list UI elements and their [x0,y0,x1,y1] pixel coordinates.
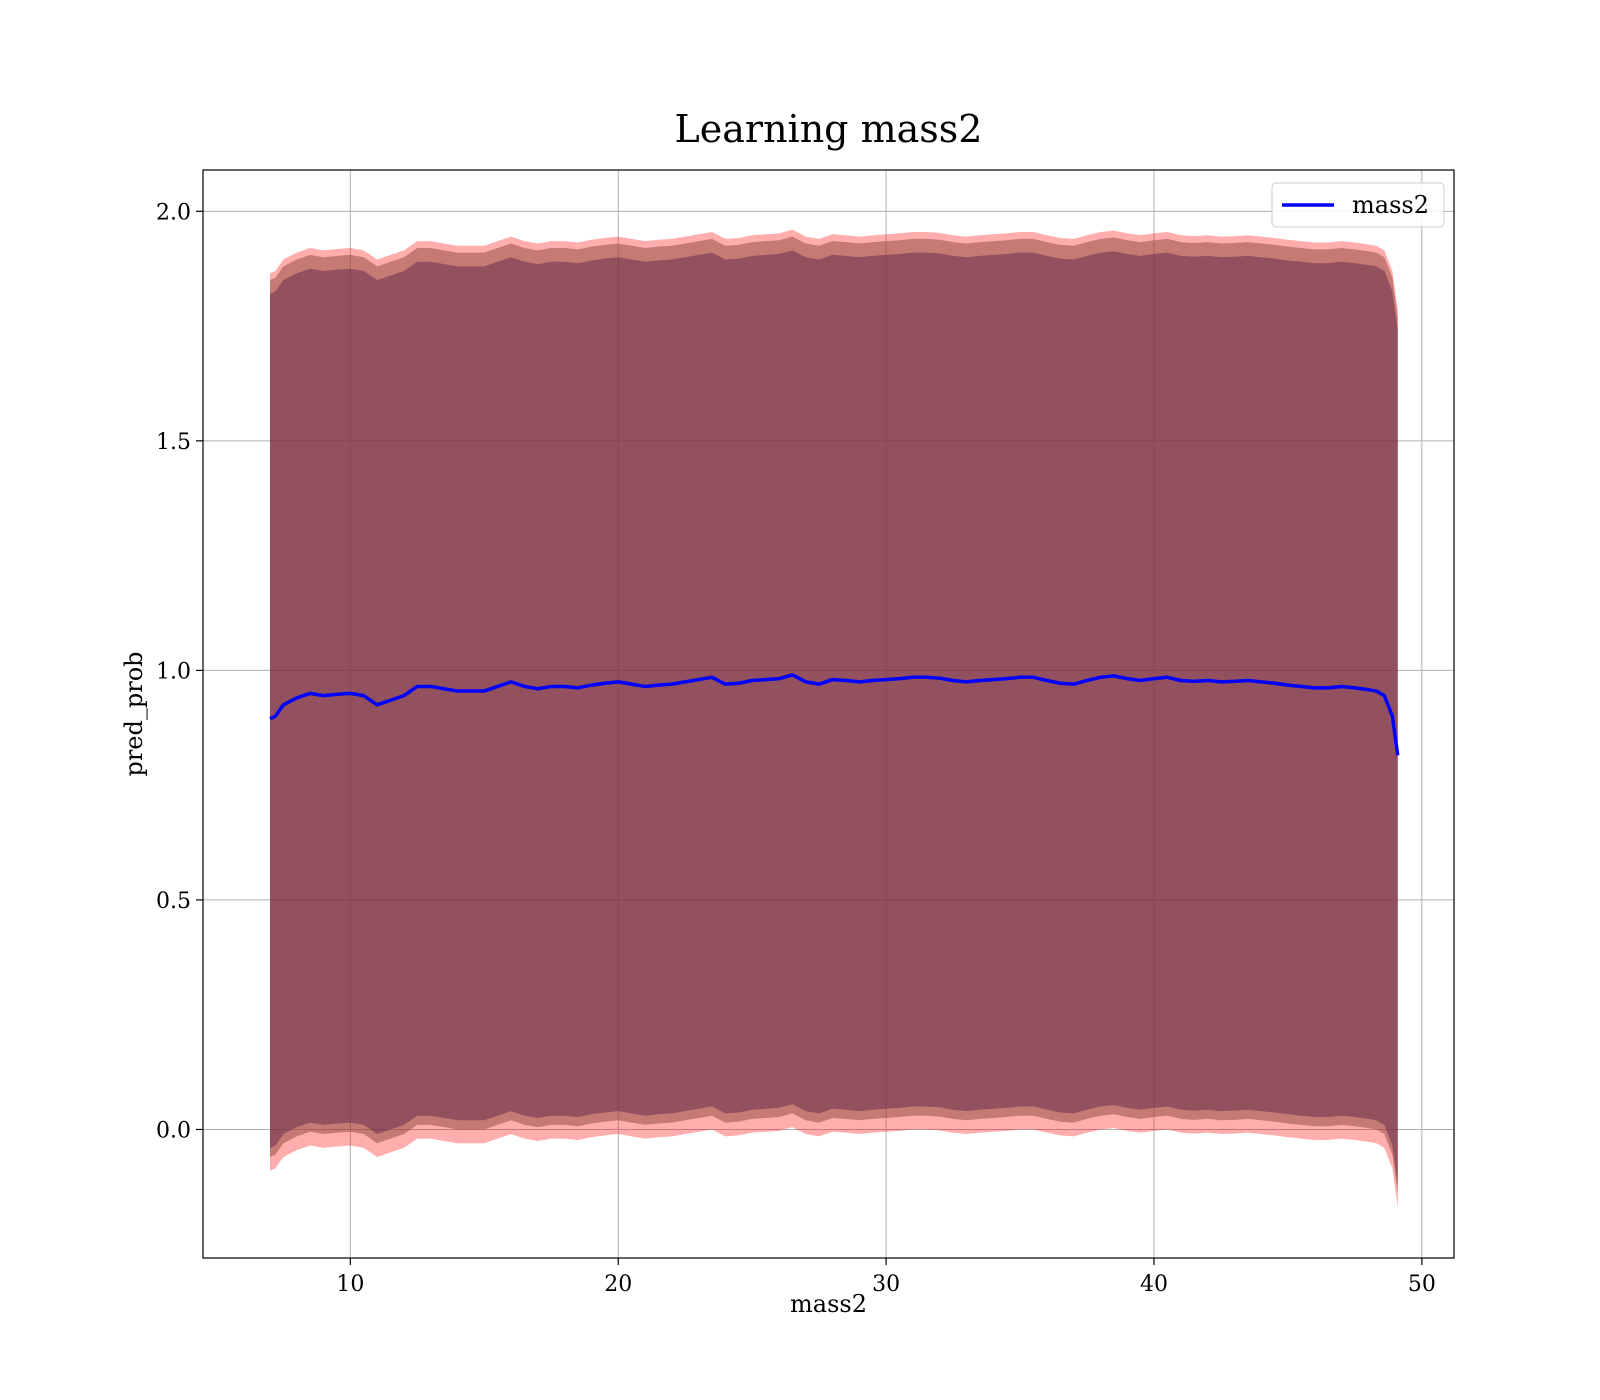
series-lines [269,673,1400,756]
confidence-band-3 [269,250,1398,1185]
x-axis-label: mass2 [790,1290,867,1318]
y-tick-label: 2.0 [156,200,191,225]
axis-ticks: 10 20 30 40 50 0.0 0.5 1.0 1.5 2.0 [156,200,1436,1297]
y-tick-label: 1.0 [156,659,191,684]
series-line-mass2 [269,673,1400,756]
legend-label: mass2 [1352,191,1429,219]
x-tick-label: 50 [1408,1272,1436,1297]
y-axis-label: pred_prob [120,651,148,776]
x-tick-label: 30 [872,1272,900,1297]
y-tick-label: 0.0 [156,1118,191,1143]
confidence-bands [269,229,1398,1208]
chart-title: Learning mass2 [675,107,983,151]
x-tick-label: 10 [336,1272,364,1297]
legend: mass2 [1271,182,1445,228]
y-tick-label: 1.5 [156,430,191,455]
legend-box [1271,182,1445,228]
x-tick-label: 40 [1140,1272,1168,1297]
plot-frame [202,169,1455,1259]
y-tick-label: 0.5 [156,889,191,914]
x-tick-label: 20 [604,1272,632,1297]
